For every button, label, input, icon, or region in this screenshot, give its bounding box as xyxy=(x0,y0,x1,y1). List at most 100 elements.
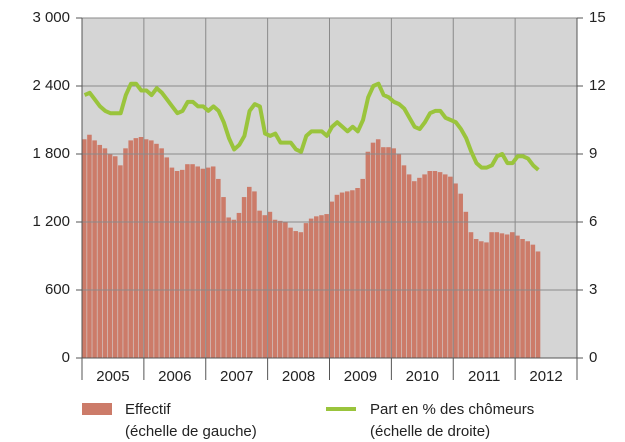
bar xyxy=(504,234,510,358)
bar xyxy=(386,147,391,358)
bar xyxy=(525,241,530,358)
x-tick-label: 2006 xyxy=(158,368,191,385)
bar xyxy=(308,218,314,358)
bar xyxy=(277,220,283,358)
bar xyxy=(319,215,324,358)
y2-tick-label: 15 xyxy=(589,9,606,26)
bar xyxy=(360,178,365,358)
bar xyxy=(143,139,149,358)
bar xyxy=(314,216,319,358)
bar xyxy=(252,191,257,358)
bar xyxy=(118,165,123,358)
legend-label: Part en % des chômeurs xyxy=(370,401,534,418)
bar xyxy=(247,186,252,358)
bar xyxy=(453,183,458,358)
bar xyxy=(396,154,402,358)
bar xyxy=(499,233,505,358)
bar xyxy=(174,171,180,358)
bar xyxy=(298,232,304,358)
bar xyxy=(489,232,494,358)
bar xyxy=(190,164,195,358)
y2-tick-label: 3 xyxy=(589,281,597,298)
x-tick-label: 2008 xyxy=(282,368,315,385)
bar xyxy=(226,217,231,358)
x-tick-label: 2010 xyxy=(406,368,439,385)
x-tick-label: 2012 xyxy=(529,368,562,385)
bar xyxy=(515,235,520,358)
x-tick-label: 2009 xyxy=(344,368,377,385)
bar xyxy=(257,210,262,358)
bar xyxy=(210,166,216,358)
y2-tick-label: 9 xyxy=(589,145,597,162)
legend-label: Effectif xyxy=(125,401,171,418)
bar xyxy=(231,219,237,358)
bar xyxy=(520,239,525,358)
bar xyxy=(437,172,443,358)
bar xyxy=(535,251,541,358)
bar xyxy=(324,214,329,358)
bar xyxy=(530,244,536,358)
bar xyxy=(293,231,298,358)
bar xyxy=(422,174,427,358)
bar xyxy=(365,151,371,358)
bar xyxy=(375,139,381,358)
bar xyxy=(267,211,273,358)
y-tick-label: 600 xyxy=(45,281,70,298)
legend-note: (échelle de droite) xyxy=(370,423,490,440)
bar xyxy=(262,215,268,358)
legend-swatch xyxy=(82,403,112,415)
bar xyxy=(154,143,159,358)
bar xyxy=(272,219,278,358)
bar xyxy=(329,201,335,358)
bar xyxy=(82,139,87,358)
bar xyxy=(164,157,170,358)
bar xyxy=(216,178,221,358)
y-tick-label: 1 200 xyxy=(32,213,70,230)
bar xyxy=(406,174,412,358)
y2-tick-label: 6 xyxy=(589,213,597,230)
bar xyxy=(123,148,128,358)
bar xyxy=(350,190,355,358)
bar xyxy=(288,227,293,358)
bar xyxy=(107,154,113,358)
bar xyxy=(442,174,448,358)
bar xyxy=(205,167,211,358)
bar xyxy=(427,171,433,358)
bar xyxy=(344,191,350,358)
bar xyxy=(102,148,108,358)
bar xyxy=(339,192,345,358)
bar xyxy=(401,165,407,358)
bar xyxy=(448,176,453,358)
bar xyxy=(468,232,474,358)
bar xyxy=(381,147,386,358)
bar xyxy=(412,181,417,358)
bar xyxy=(494,232,500,358)
line xyxy=(83,81,540,172)
bar xyxy=(355,188,360,358)
bar xyxy=(479,241,484,358)
bar xyxy=(185,164,190,358)
bar xyxy=(112,156,118,358)
bar xyxy=(169,167,175,358)
bar xyxy=(370,142,376,358)
bar xyxy=(179,169,185,358)
bar xyxy=(509,232,515,358)
y-tick-label: 0 xyxy=(62,349,70,366)
x-tick-label: 2005 xyxy=(96,368,129,385)
bar xyxy=(87,134,92,358)
bar xyxy=(97,144,103,358)
x-tick-label: 2007 xyxy=(220,368,253,385)
bar xyxy=(149,140,154,358)
bar xyxy=(92,140,97,358)
bar xyxy=(458,193,463,358)
bar xyxy=(463,211,469,358)
y-tick-label: 3 000 xyxy=(32,9,70,26)
bar xyxy=(221,197,226,358)
bar xyxy=(236,212,242,358)
bar xyxy=(138,137,144,358)
y2-tick-label: 0 xyxy=(589,349,597,366)
bar xyxy=(200,168,206,358)
y-tick-label: 2 400 xyxy=(32,77,70,94)
bar xyxy=(334,194,340,358)
